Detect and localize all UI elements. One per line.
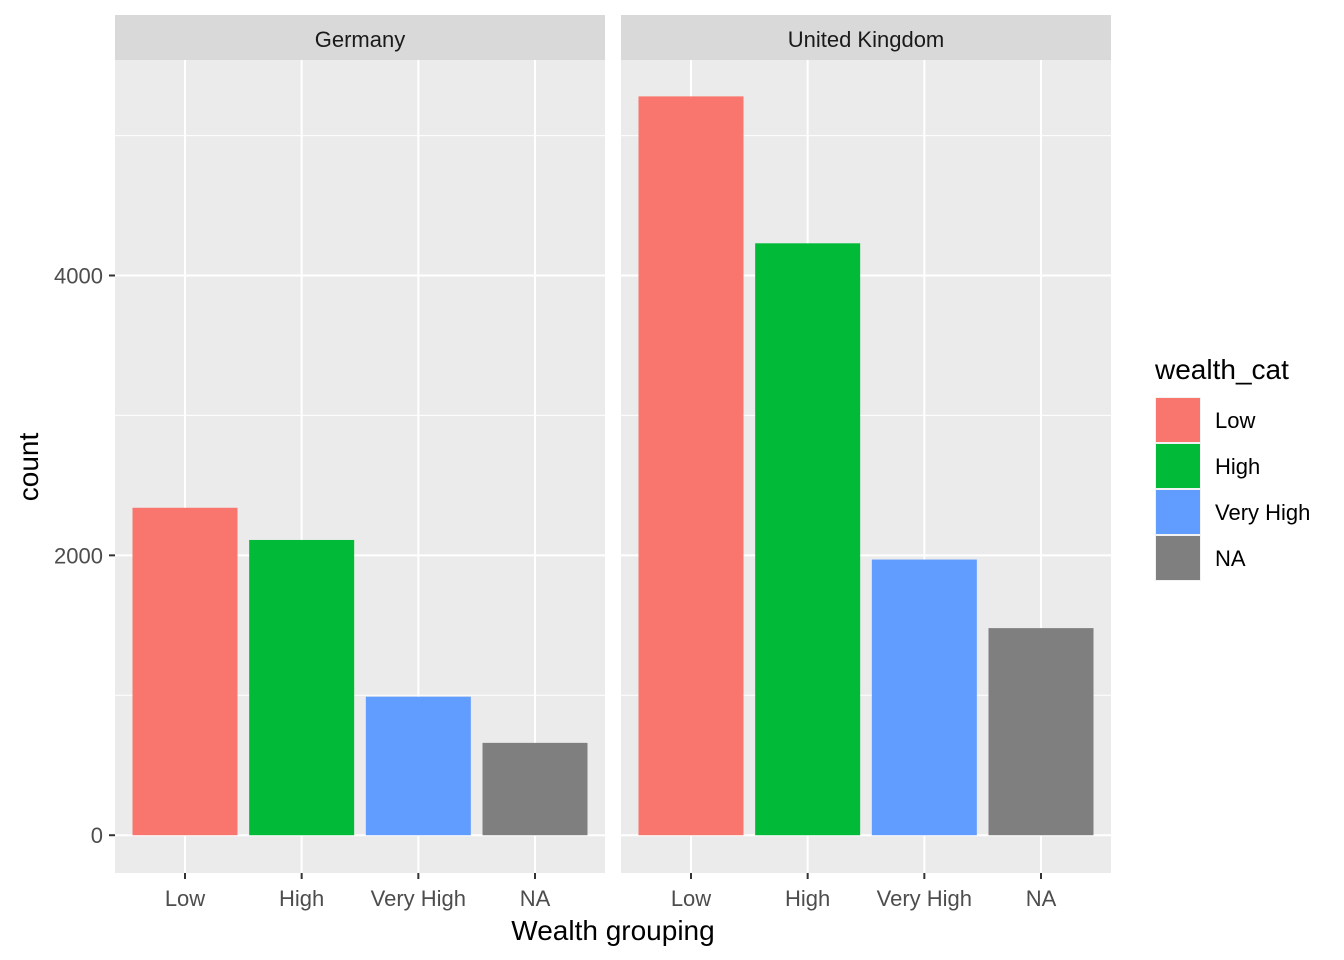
facet-strip — [621, 15, 1111, 60]
x-tick-label: NA — [520, 886, 551, 911]
facet-strip-label: United Kingdom — [788, 27, 945, 52]
bar-na — [988, 628, 1094, 836]
y-axis: 0 2000 4000 — [54, 263, 115, 848]
legend-label: NA — [1215, 546, 1246, 571]
legend-label: Very High — [1215, 500, 1310, 525]
facet-panel-2: United Kingdom Low High Very High NA — [621, 15, 1111, 911]
legend-swatch — [1156, 536, 1200, 580]
bar-high — [755, 243, 861, 836]
facet-strip-label: Germany — [315, 27, 405, 52]
y-tick-label: 2000 — [54, 543, 103, 568]
legend-swatch — [1156, 490, 1200, 534]
x-tick-label: High — [785, 886, 830, 911]
bar-very-high — [871, 559, 977, 836]
legend-swatch — [1156, 398, 1200, 442]
legend-label: Low — [1215, 408, 1255, 433]
x-tick-label: High — [279, 886, 324, 911]
legend-title: wealth_cat — [1154, 354, 1289, 385]
x-axis-title: Wealth grouping — [511, 915, 714, 946]
y-tick-label: 4000 — [54, 263, 103, 288]
panels: Germany Low High Very High NA United Kingdom L… — [115, 15, 1111, 911]
legend: wealth_cat Low High Very High NA — [1154, 354, 1310, 581]
facet-strip — [115, 15, 605, 60]
bar-na — [482, 742, 588, 836]
x-tick-label: NA — [1026, 886, 1057, 911]
x-tick-label: Low — [165, 886, 205, 911]
bar-low — [132, 507, 238, 836]
y-tick-label: 0 — [91, 823, 103, 848]
facet-panel-1: Germany Low High Very High NA — [115, 15, 605, 911]
bar-very-high — [365, 696, 471, 836]
legend-label: High — [1215, 454, 1260, 479]
x-tick-label: Very High — [371, 886, 466, 911]
x-tick-label: Low — [671, 886, 711, 911]
x-tick-label: Very High — [877, 886, 972, 911]
bar-high — [249, 539, 355, 836]
y-axis-title: count — [13, 433, 44, 502]
legend-swatch — [1156, 444, 1200, 488]
bar-low — [638, 96, 744, 836]
